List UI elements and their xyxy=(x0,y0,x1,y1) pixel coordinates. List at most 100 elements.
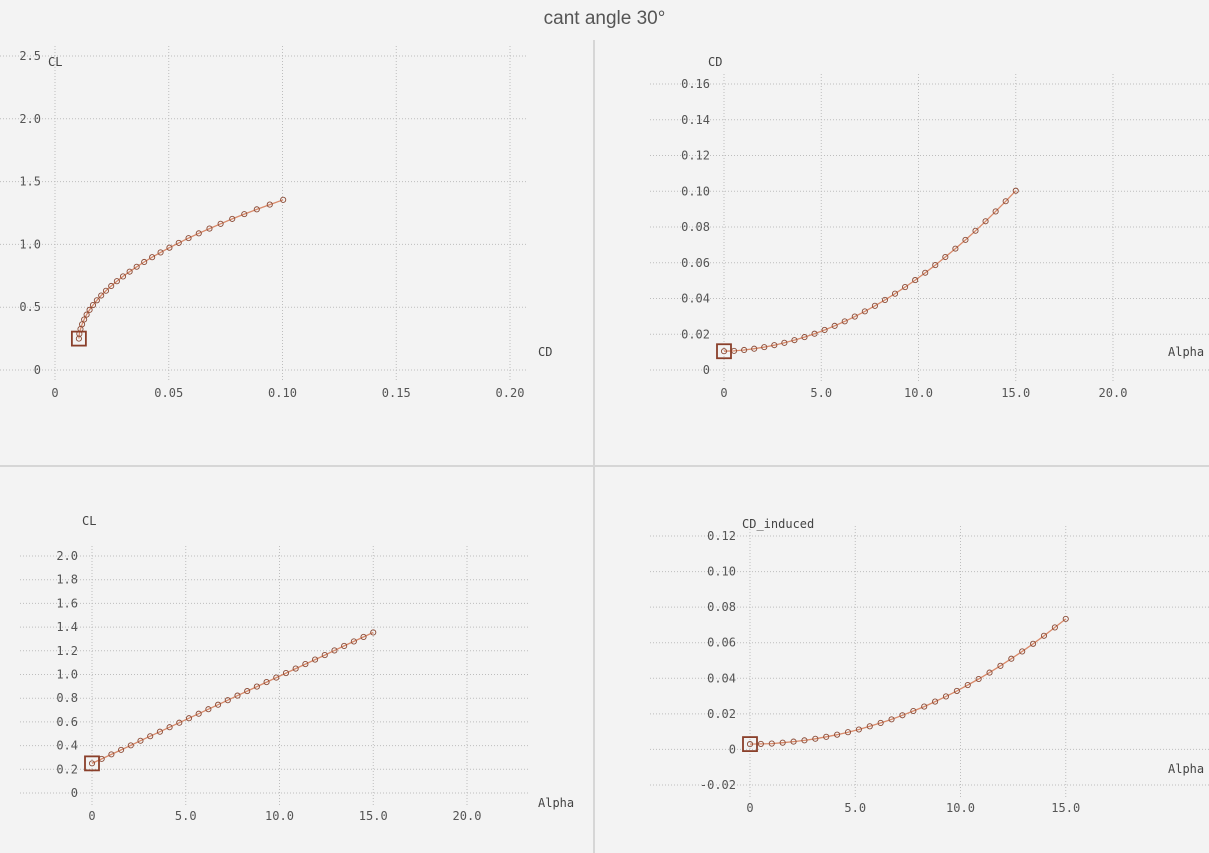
data-point[interactable] xyxy=(986,669,993,676)
data-point[interactable] xyxy=(282,670,290,677)
data-point[interactable] xyxy=(81,316,88,323)
data-point[interactable] xyxy=(205,706,212,713)
data-point[interactable] xyxy=(761,344,768,351)
data-point[interactable] xyxy=(273,674,280,681)
data-point[interactable] xyxy=(166,724,173,731)
data-point[interactable] xyxy=(157,249,164,256)
data-point[interactable] xyxy=(280,196,287,203)
data-point[interactable] xyxy=(861,308,868,315)
data-point[interactable] xyxy=(108,751,115,758)
data-point[interactable] xyxy=(801,737,808,744)
data-point[interactable] xyxy=(768,740,775,747)
data-point[interactable] xyxy=(1062,615,1069,622)
data-point[interactable] xyxy=(823,733,830,740)
data-point[interactable] xyxy=(1030,640,1037,647)
data-point[interactable] xyxy=(1019,648,1026,655)
data-point[interactable] xyxy=(141,258,148,266)
cd-induced-vs-alpha-panel[interactable]: -0.02 0 0.02 0.04 0.06 0.08 0.10 0.12 0 5.0 10.0 15… xyxy=(650,517,1209,815)
data-point[interactable] xyxy=(195,710,202,717)
data-point[interactable] xyxy=(910,707,917,715)
data-point[interactable] xyxy=(942,253,949,261)
data-point[interactable] xyxy=(720,348,728,355)
data-point[interactable] xyxy=(127,742,134,749)
data-point[interactable] xyxy=(962,236,969,243)
cl-vs-cd-panel[interactable]: 0 0.5 1.0 1.5 2.0 2.5 0 0.05 0.10 0.15 0.20 CD CL xyxy=(0,46,552,400)
data-point[interactable] xyxy=(229,215,236,222)
data-point[interactable] xyxy=(312,656,319,663)
data-point[interactable] xyxy=(302,661,309,668)
data-point[interactable] xyxy=(992,208,999,215)
data-point[interactable] xyxy=(982,218,989,225)
data-point[interactable] xyxy=(147,733,154,740)
data-point[interactable] xyxy=(921,703,928,710)
data-point[interactable] xyxy=(1051,624,1058,631)
data-point[interactable] xyxy=(119,273,127,280)
data-point[interactable] xyxy=(779,739,786,746)
data-point[interactable] xyxy=(1012,187,1019,194)
data-point[interactable] xyxy=(812,735,819,742)
data-point[interactable] xyxy=(195,230,202,237)
data-point[interactable] xyxy=(841,318,848,325)
data-point[interactable] xyxy=(113,278,120,285)
data-point[interactable] xyxy=(217,220,224,227)
data-point[interactable] xyxy=(902,284,909,291)
data-point[interactable] xyxy=(997,662,1004,669)
data-point[interactable] xyxy=(108,282,115,290)
data-point[interactable] xyxy=(83,311,90,318)
data-point[interactable] xyxy=(263,679,270,686)
data-point[interactable] xyxy=(244,688,251,695)
data-point[interactable] xyxy=(871,302,878,309)
data-point[interactable] xyxy=(253,206,260,213)
data-point[interactable] xyxy=(855,726,862,733)
data-point[interactable] xyxy=(953,687,960,694)
data-point[interactable] xyxy=(292,665,299,672)
data-point[interactable] xyxy=(118,746,125,753)
data-point[interactable] xyxy=(821,326,828,334)
data-point[interactable] xyxy=(781,339,788,346)
data-point[interactable] xyxy=(321,652,328,659)
data-point[interactable] xyxy=(888,716,895,723)
data-point[interactable] xyxy=(932,698,939,705)
data-point[interactable] xyxy=(851,313,858,320)
data-point[interactable] xyxy=(972,227,979,234)
data-point[interactable] xyxy=(175,239,182,246)
data-point[interactable] xyxy=(922,269,929,276)
data-point[interactable] xyxy=(866,723,873,730)
data-point[interactable] xyxy=(241,211,248,218)
data-point[interactable] xyxy=(126,268,133,275)
data-point[interactable] xyxy=(133,263,140,270)
data-point[interactable] xyxy=(952,245,959,252)
selected-point-marker[interactable] xyxy=(84,755,100,772)
data-point[interactable] xyxy=(102,287,110,294)
data-point[interactable] xyxy=(831,322,838,329)
data-point[interactable] xyxy=(811,330,818,337)
data-point[interactable] xyxy=(266,201,273,208)
selected-point-marker[interactable] xyxy=(742,736,758,752)
data-point[interactable] xyxy=(844,729,852,736)
data-point[interactable] xyxy=(942,693,950,700)
data-point[interactable] xyxy=(790,738,797,745)
data-point[interactable] xyxy=(98,292,105,299)
data-point[interactable] xyxy=(206,225,213,232)
data-point[interactable] xyxy=(791,337,798,344)
data-point[interactable] xyxy=(801,334,808,341)
data-point[interactable] xyxy=(156,728,163,735)
data-point[interactable] xyxy=(975,675,982,683)
data-point[interactable] xyxy=(185,715,193,722)
data-point[interactable] xyxy=(771,342,778,349)
data-point[interactable] xyxy=(234,692,241,699)
data-point[interactable] xyxy=(751,345,758,352)
data-point[interactable] xyxy=(93,297,100,304)
data-point[interactable] xyxy=(224,697,231,704)
data-point[interactable] xyxy=(964,681,971,689)
data-point[interactable] xyxy=(370,629,377,636)
data-point[interactable] xyxy=(834,731,841,738)
selected-point-marker[interactable] xyxy=(716,343,732,360)
data-point[interactable] xyxy=(86,306,93,313)
selected-point-marker[interactable] xyxy=(70,330,87,347)
data-point[interactable] xyxy=(215,701,222,708)
data-point[interactable] xyxy=(912,277,919,284)
data-point[interactable] xyxy=(350,638,357,645)
data-point[interactable] xyxy=(877,719,884,726)
data-point[interactable] xyxy=(88,760,96,767)
